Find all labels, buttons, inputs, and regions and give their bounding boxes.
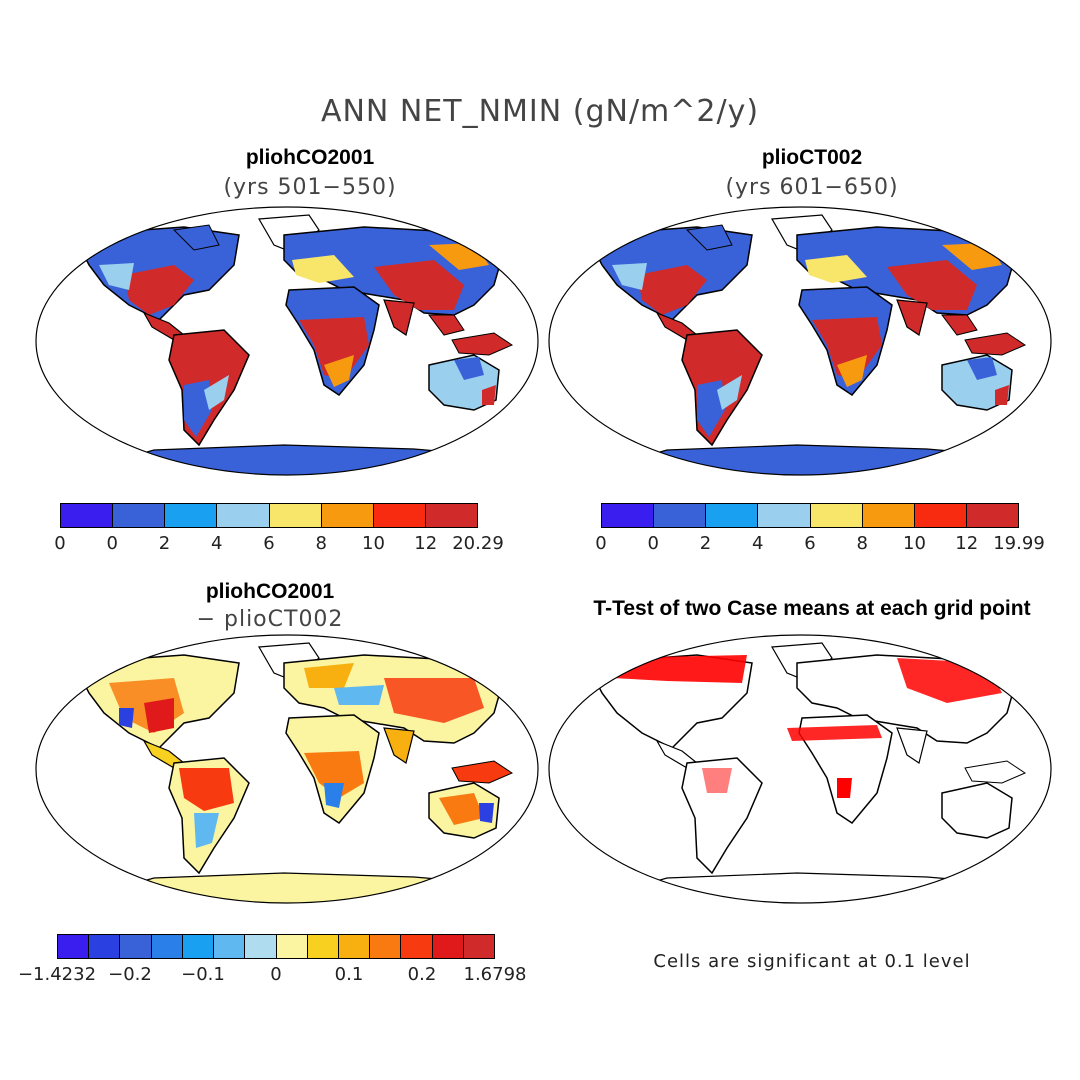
- colorbar-tick-label: 8: [856, 533, 868, 554]
- colorbar-swatch: [425, 504, 477, 527]
- colorbar-swatch: [810, 504, 863, 527]
- colorbar-swatch: [120, 935, 152, 958]
- colorbar-tick-label: −0.1: [181, 964, 225, 985]
- colorbar-swatch: [966, 504, 1018, 527]
- colorbar-tick-label: 19.99: [993, 533, 1045, 554]
- map-panel-b: [548, 206, 1052, 476]
- panel-b-title: plioCT002: [761, 146, 863, 169]
- colorbar-swatch: [214, 935, 246, 958]
- colorbar-tick-label: 0: [270, 964, 282, 985]
- colorbar-tick-label: 0: [106, 533, 118, 554]
- colorbar-tick-label: 2: [699, 533, 712, 554]
- colorbar-a: [60, 503, 478, 528]
- colorbar-swatch: [151, 935, 183, 958]
- panel-a-title: pliohCO2001: [245, 146, 375, 169]
- colorbar-swatch: [307, 935, 339, 958]
- colorbar-tick-label: 10: [903, 533, 926, 554]
- colorbar-tick-label: 6: [263, 533, 275, 554]
- colorbar-swatch: [113, 504, 166, 527]
- colorbar-tick-label: 0.2: [407, 964, 437, 985]
- significance-note: Cells are significant at 0.1 level: [653, 951, 971, 972]
- colorbar-swatch: [276, 935, 308, 958]
- colorbar-swatch: [217, 504, 270, 527]
- colorbar-c: [57, 934, 495, 959]
- colorbar-b-ticks: 0 0 2 4 6 8 10 12 19.99: [595, 533, 1044, 557]
- map-panel-a: [35, 206, 539, 476]
- colorbar-tick-label: 0: [647, 533, 659, 554]
- colorbar-swatch: [61, 504, 114, 527]
- colorbar-a-ticks: 0 0 2 4 6 8 10 12 20.29: [54, 533, 503, 557]
- colorbar-swatch: [432, 935, 464, 958]
- panel-d-title: T-Test of two Case means at each grid po…: [593, 597, 1031, 620]
- panel-b-subtitle: (yrs 601−650): [725, 175, 899, 200]
- colorbar-swatch: [321, 504, 374, 527]
- colorbar-tick-label: 4: [752, 533, 764, 554]
- panel-c-subtitle: − plioCT002: [196, 607, 344, 632]
- colorbar-tick-label: 6: [804, 533, 816, 554]
- colorbar-c-ticks: −1.4232 −0.2 −0.1 0 0.1 0.2 1.6798: [18, 964, 527, 988]
- colorbar-swatch: [602, 504, 655, 527]
- colorbar-tick-label: −1.4232: [17, 964, 97, 985]
- colorbar-swatch: [58, 935, 90, 958]
- colorbar-swatch: [373, 504, 426, 527]
- colorbar-tick-label: 12: [414, 533, 438, 554]
- colorbar-swatch: [338, 935, 371, 958]
- colorbar-swatch: [654, 504, 707, 527]
- colorbar-tick-label: 0: [595, 533, 607, 554]
- colorbar-swatch: [182, 935, 215, 958]
- colorbar-tick-label: 20.29: [452, 533, 504, 554]
- colorbar-swatch: [370, 935, 402, 958]
- colorbar-swatch: [401, 935, 433, 958]
- colorbar-tick-label: 10: [362, 533, 385, 554]
- colorbar-swatch: [245, 935, 277, 958]
- colorbar-tick-label: 4: [211, 533, 223, 554]
- colorbar-tick-label: 8: [315, 533, 327, 554]
- colorbar-b: [601, 503, 1019, 528]
- colorbar-swatch: [165, 504, 218, 527]
- colorbar-swatch: [758, 504, 811, 527]
- map-panel-c: [35, 634, 539, 904]
- colorbar-tick-label: 1.6798: [463, 964, 527, 985]
- colorbar-tick-label: 12: [955, 533, 979, 554]
- panel-c-title: pliohCO2001: [205, 580, 335, 603]
- colorbar-tick-label: 2: [158, 533, 171, 554]
- colorbar-swatch: [706, 504, 759, 527]
- colorbar-swatch: [862, 504, 915, 527]
- colorbar-swatch: [463, 935, 495, 958]
- colorbar-swatch: [89, 935, 121, 958]
- map-panel-d: [548, 634, 1052, 904]
- colorbar-tick-label: 0.1: [334, 964, 364, 985]
- colorbar-tick-label: −0.2: [108, 964, 152, 985]
- figure-title: ANN NET_NMIN (gN/m^2/y): [320, 94, 760, 129]
- colorbar-swatch: [914, 504, 967, 527]
- colorbar-tick-label: 0: [54, 533, 66, 554]
- panel-a-subtitle: (yrs 501−550): [223, 175, 397, 200]
- colorbar-swatch: [269, 504, 322, 527]
